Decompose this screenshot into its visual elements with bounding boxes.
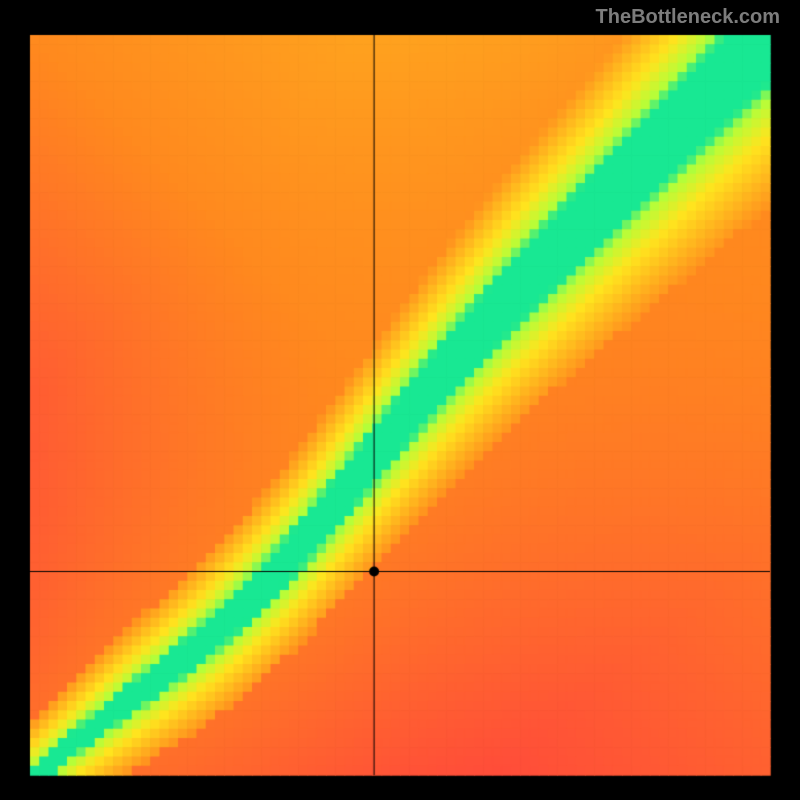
chart-container: { "watermark": { "text": "TheBottleneck.… bbox=[0, 0, 800, 800]
bottleneck-heatmap bbox=[0, 0, 800, 800]
